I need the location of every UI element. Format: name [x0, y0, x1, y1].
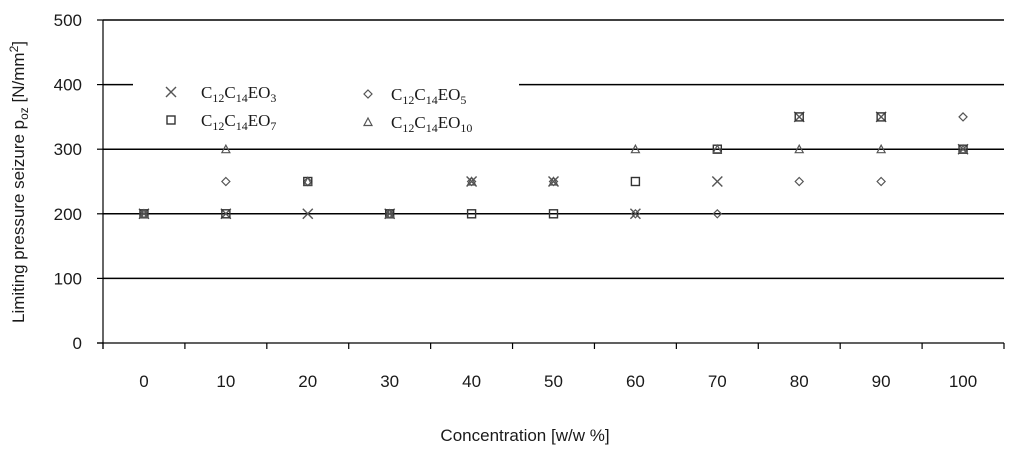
data-point-diamond-80 — [794, 176, 805, 187]
data-point-triangle-80 — [794, 143, 805, 154]
legend-marker-eo7 — [166, 115, 176, 125]
legend: C12C14EO3 C12C14EO7 C12C14EO5 C12C14EO10 — [165, 83, 472, 135]
data-point-x-60 — [629, 208, 641, 220]
data-point-x-20 — [302, 208, 314, 220]
y-tick-label: 200 — [54, 205, 82, 224]
data-point-diamond-60 — [630, 208, 641, 219]
data-point-triangle-50 — [548, 176, 559, 186]
data-point-diamond-90 — [876, 176, 886, 187]
legend-label-eo3: C12C14EO3 — [201, 83, 276, 105]
data-point-triangle-20 — [302, 176, 313, 186]
legend-marker-eo3 — [165, 86, 177, 98]
data-point-square-10 — [221, 209, 231, 219]
data-point-triangle-30 — [384, 208, 395, 218]
y-tick-label: 300 — [54, 140, 82, 159]
data-point-diamond-100 — [958, 112, 968, 122]
data-point-square-60 — [630, 176, 641, 187]
data-point-triangle-0 — [138, 208, 149, 218]
x-tick-label: 50 — [544, 372, 563, 391]
x-tick-label: 10 — [216, 372, 235, 391]
data-point-diamond-70 — [712, 208, 723, 219]
x-tick-label: 90 — [872, 372, 891, 391]
legend-label-eo7: C12C14EO7 — [201, 111, 276, 133]
data-point-triangle-60 — [630, 143, 641, 154]
data-point-triangle-40 — [466, 176, 477, 186]
x-tick-label: 70 — [708, 372, 727, 391]
legend-label-eo5: C12C14EO5 — [391, 85, 466, 107]
y-tick-label: 400 — [54, 76, 82, 95]
x-tick-label: 40 — [462, 372, 481, 391]
x-tick-label: 30 — [380, 372, 399, 391]
data-point-square-80 — [794, 112, 804, 122]
x-axis-title: Concentration [w/w %] — [440, 426, 609, 445]
y-tick-label: 100 — [54, 269, 82, 288]
data-point-square-50 — [548, 209, 559, 219]
y-tick-label: 0 — [73, 334, 82, 353]
data-point-triangle-90 — [876, 143, 887, 154]
legend-label-eo10: C12C14EO10 — [391, 113, 472, 135]
data-point-square-90 — [876, 112, 886, 122]
legend-marker-eo10 — [363, 116, 373, 127]
x-tick-label: 100 — [949, 372, 977, 391]
y-axis-title: Limiting pressure seizure poz [N/mm2] — [7, 41, 31, 323]
data-point-square-40 — [466, 209, 477, 219]
x-tick-label: 60 — [626, 372, 645, 391]
x-tick-label: 80 — [790, 372, 809, 391]
legend-marker-eo5 — [363, 89, 373, 99]
data-point-triangle-70 — [712, 143, 723, 154]
legend-box — [133, 70, 519, 140]
data-point-triangle-100 — [958, 143, 969, 154]
data-point-diamond-10 — [221, 176, 231, 187]
y-tick-label: 500 — [54, 11, 82, 30]
x-tick-label: 0 — [139, 372, 148, 391]
data-point-triangle-10 — [220, 143, 231, 154]
data-point-x-70 — [711, 176, 723, 187]
x-tick-label: 20 — [298, 372, 317, 391]
